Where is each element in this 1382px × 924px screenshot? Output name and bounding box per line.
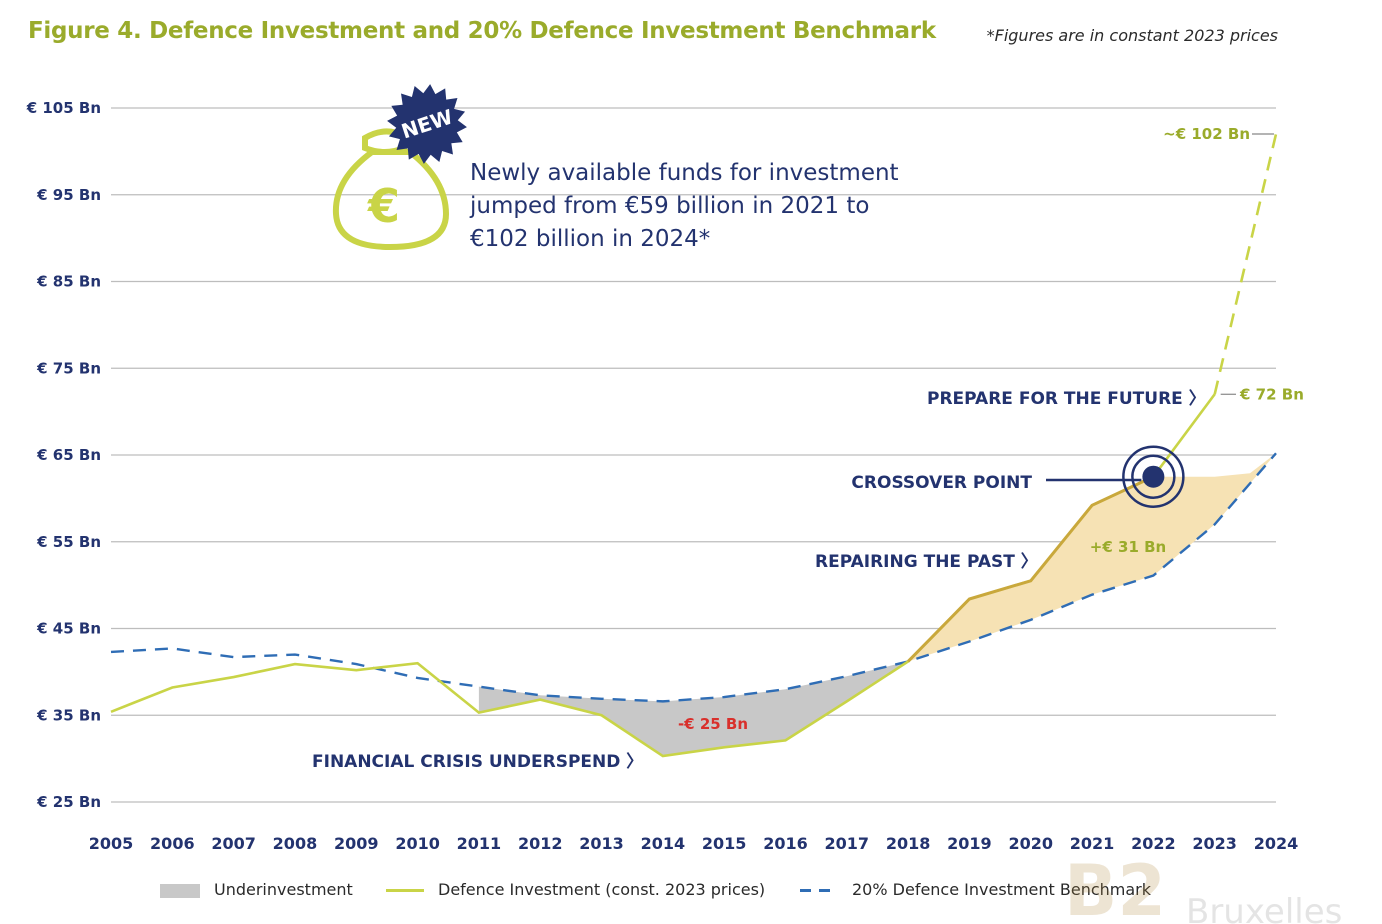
- annotation-layer: PREPARE FOR THE FUTURE 〉 CROSSOVER POINT R…: [312, 125, 1304, 772]
- investment-projection-line: [1213, 133, 1278, 395]
- y-tick-label: € 25 Bn: [36, 793, 101, 811]
- legend: Underinvestment Defence Investment (cons…: [0, 880, 1382, 910]
- funds-callout: Newly available funds for investment jum…: [470, 160, 899, 252]
- y-tick-label: € 35 Bn: [36, 706, 101, 724]
- target-ring-outer: [1122, 445, 1185, 508]
- x-tick-label: 2012: [518, 834, 563, 853]
- legend-benchmark: 20% Defence Investment Benchmark: [800, 880, 1151, 899]
- x-tick-label: 2019: [947, 834, 992, 853]
- chart-area: € 25 Bn € 35 Bn € 45 Bn € 55 Bn € 65 Bn € 75 …: [26, 84, 1304, 853]
- x-tick-label: 2022: [1131, 834, 1176, 853]
- underinvestment-area: [478, 661, 909, 757]
- underinvestment-swatch: [160, 883, 200, 898]
- y-tick-label: € 85 Bn: [36, 273, 101, 291]
- x-tick-label: 2007: [211, 834, 256, 853]
- x-tick-label: 2008: [273, 834, 318, 853]
- prepare-annotation: PREPARE FOR THE FUTURE 〉: [927, 388, 1206, 409]
- x-tick-label: 2011: [457, 834, 502, 853]
- y-tick-label: € 75 Bn: [36, 359, 101, 377]
- repairing-annotation: REPAIRING THE PAST 〉: [815, 551, 1038, 572]
- y-tick-label: € 105 Bn: [26, 99, 101, 117]
- new-badge-icon: NEW: [387, 84, 467, 164]
- legend-benchmark-label: 20% Defence Investment Benchmark: [852, 880, 1151, 899]
- target-ring-inner: [1131, 454, 1176, 499]
- legend-underinvestment-label: Underinvestment: [214, 880, 353, 899]
- x-tick-label: 2016: [763, 834, 808, 853]
- x-tick-label: 2024: [1254, 834, 1299, 853]
- watermark: B2 Bruxelles: [1060, 848, 1382, 924]
- x-tick-label: 2018: [886, 834, 931, 853]
- value-72-label: € 72 Bn: [1239, 385, 1304, 403]
- x-tick-label: 2013: [579, 834, 624, 853]
- legend-investment-label: Defence Investment (const. 2023 prices): [438, 880, 766, 899]
- x-tick-label: 2006: [150, 834, 195, 853]
- y-tick-label: € 65 Bn: [36, 446, 101, 464]
- crossover-annotation: CROSSOVER POINT: [851, 473, 1032, 493]
- legend-investment: Defence Investment (const. 2023 prices): [386, 880, 765, 899]
- x-axis-ticks: 2005 2006 2007 2008 2009 2010 2011 2012 2013 2014…: [89, 834, 1299, 853]
- watermark-text: Bruxelles: [1186, 892, 1343, 924]
- x-tick-label: 2005: [89, 834, 134, 853]
- x-tick-label: 2010: [395, 834, 440, 853]
- crossover-marker: [1142, 465, 1165, 488]
- x-tick-label: 2023: [1192, 834, 1237, 853]
- x-tick-label: 2009: [334, 834, 379, 853]
- value-102-label: ~€ 102 Bn: [1163, 125, 1250, 143]
- price-note: *Figures are in constant 2023 prices: [986, 26, 1278, 45]
- overinvestment-value: +€ 31 Bn: [1090, 538, 1166, 556]
- investment-line-highlight: [907, 475, 1155, 663]
- x-tick-label: 2014: [641, 834, 686, 853]
- x-tick-label: 2017: [825, 834, 870, 853]
- grid-lines: [111, 107, 1276, 803]
- underinvestment-value: -€ 25 Bn: [678, 715, 748, 733]
- gap-fills: [478, 453, 1276, 757]
- y-tick-label: € 55 Bn: [36, 533, 101, 551]
- crisis-annotation: FINANCIAL CRISIS UNDERSPEND 〉: [312, 751, 643, 772]
- legend-underinvestment: Underinvestment: [160, 880, 353, 899]
- investment-swatch: [386, 889, 424, 892]
- series-lines: [110, 133, 1278, 758]
- overinvestment-area: [908, 453, 1276, 662]
- x-tick-label: 2020: [1008, 834, 1053, 853]
- chart-title: Figure 4. Defence Investment and 20% Def…: [28, 18, 936, 44]
- benchmark-line: [110, 452, 1277, 703]
- watermark-logo: B2: [1064, 850, 1167, 924]
- y-tick-label: € 45 Bn: [36, 620, 101, 638]
- euro-icon: €: [367, 179, 400, 233]
- x-tick-label: 2015: [702, 834, 747, 853]
- x-tick-label: 2021: [1070, 834, 1115, 853]
- benchmark-swatch: [800, 889, 838, 892]
- y-axis-ticks: € 25 Bn € 35 Bn € 45 Bn € 55 Bn € 65 Bn € 75 …: [26, 99, 101, 811]
- y-tick-label: € 95 Bn: [36, 186, 101, 204]
